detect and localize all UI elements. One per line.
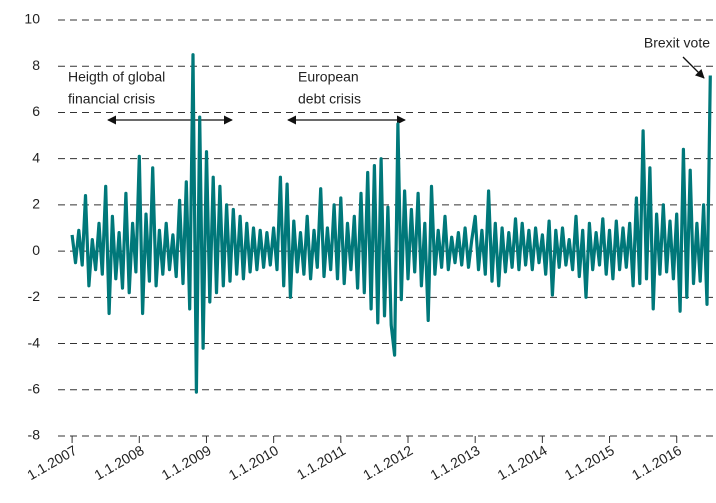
x-tick-label: 1.1.2007 <box>24 442 79 483</box>
x-tick-label: 1.1.2011 <box>294 442 348 483</box>
annotation: Brexit vote <box>644 35 710 51</box>
x-tick-label: 1.1.2015 <box>562 442 617 483</box>
y-tick-label: -6 <box>28 380 41 396</box>
annotation: financial crisis <box>68 91 155 107</box>
annotation: European <box>298 69 359 85</box>
x-tick-label: 1.1.2008 <box>91 442 146 483</box>
annotation: debt crisis <box>298 91 361 107</box>
x-tick-label: 1.1.2010 <box>226 442 281 483</box>
x-tick-label: 1.1.2016 <box>629 442 684 483</box>
x-tick-label: 1.1.2012 <box>360 442 415 483</box>
x-tick-label: 1.1.2009 <box>159 442 214 483</box>
y-tick-label: -8 <box>28 427 41 443</box>
data-line <box>70 53 712 394</box>
y-tick-label: 0 <box>32 242 40 258</box>
y-tick-label: 4 <box>32 149 40 165</box>
y-tick-label: 6 <box>32 103 40 119</box>
y-tick-label: 10 <box>24 11 40 27</box>
y-tick-label: -2 <box>28 288 41 304</box>
y-tick-label: -4 <box>28 334 41 350</box>
annotation: Heigth of global <box>68 69 165 85</box>
arrow <box>682 56 705 79</box>
y-tick-label: 8 <box>32 57 40 73</box>
x-tick-label: 1.1.2013 <box>427 442 482 483</box>
y-tick-label: 2 <box>32 196 40 212</box>
x-tick-label: 1.1.2014 <box>495 442 550 483</box>
